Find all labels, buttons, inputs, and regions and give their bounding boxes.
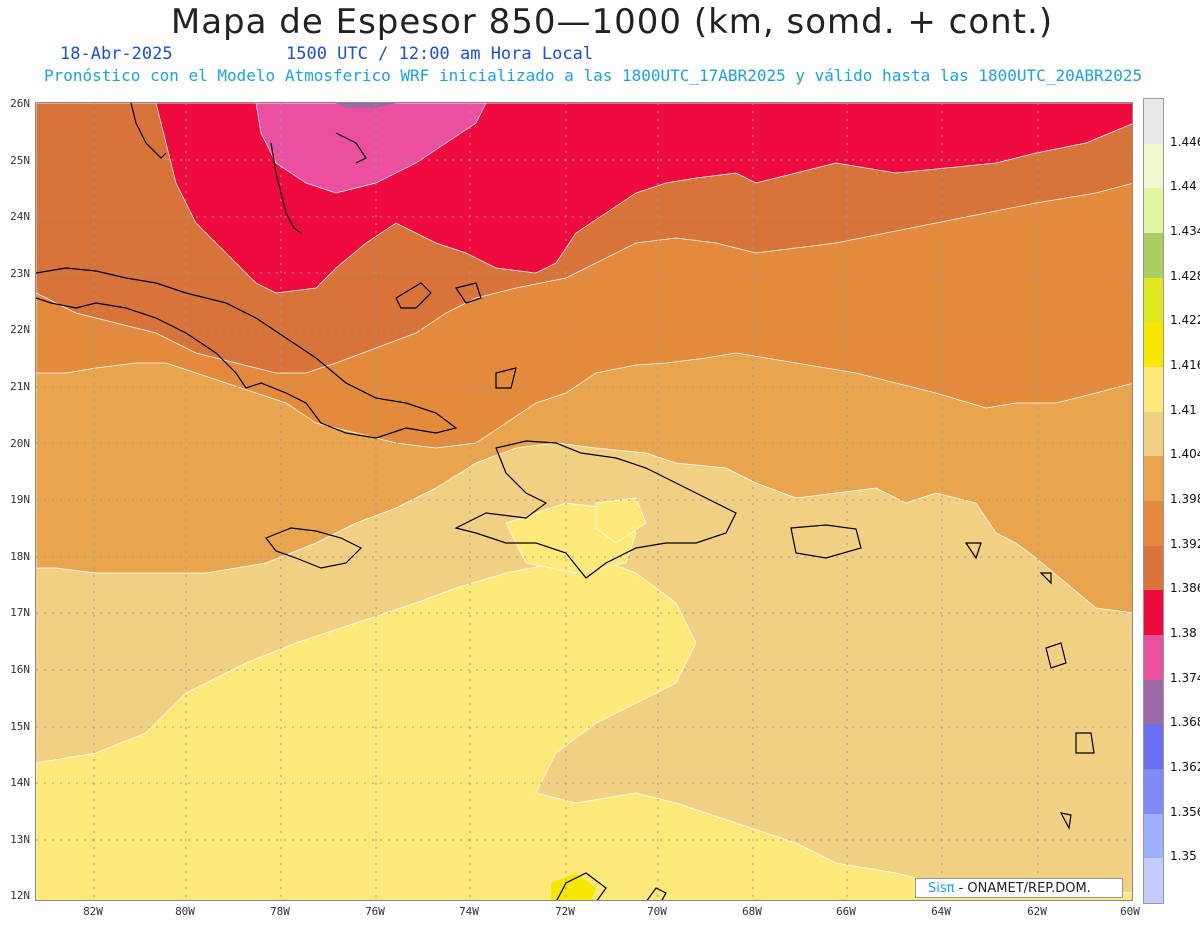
colorbar-segment <box>1144 277 1163 323</box>
forecast-date: 18-Abr-2025 <box>60 44 173 64</box>
lat-label-22n: 22N <box>10 323 30 336</box>
lon-label-80w: 80W <box>175 905 195 918</box>
lon-label-70w: 70W <box>647 905 667 918</box>
coastlines <box>36 103 1095 900</box>
colorbar-segment <box>1144 456 1163 502</box>
colorbar-label: 1.422 <box>1170 313 1200 328</box>
lat-label-18n: 18N <box>10 550 30 563</box>
map-svg <box>36 103 1132 900</box>
lat-label-24n: 24N <box>10 210 30 223</box>
band-1368 <box>336 103 396 108</box>
lat-label-21n: 21N <box>10 380 30 393</box>
colorbar-label: 1.41 <box>1170 402 1197 417</box>
lon-label-62w: 62W <box>1027 905 1047 918</box>
lon-label-60w: 60W <box>1120 905 1140 918</box>
colorbar-segment <box>1144 367 1163 413</box>
lon-label-72w: 72W <box>555 905 575 918</box>
colorbar-segment <box>1144 99 1163 145</box>
band-1416 <box>551 873 596 900</box>
lon-label-68w: 68W <box>742 905 762 918</box>
lon-label-78w: 78W <box>270 905 290 918</box>
colorbar-segment <box>1144 635 1163 681</box>
colorbar-segment <box>1144 724 1163 770</box>
colorbar-segment <box>1144 545 1163 591</box>
colorbar-label: 1.404 <box>1170 447 1200 462</box>
lon-label-66w: 66W <box>836 905 856 918</box>
colorbar-label: 1.374 <box>1170 670 1200 685</box>
lat-label-13n: 13N <box>10 833 30 846</box>
colorbar-segment <box>1144 233 1163 279</box>
colorbar-segment <box>1144 858 1163 904</box>
colorbar-segment <box>1144 679 1163 725</box>
colorbar-segment <box>1144 143 1163 189</box>
colorbar-segment <box>1144 813 1163 859</box>
colorbar-label: 1.398 <box>1170 492 1200 506</box>
colorbar-label: 1.368 <box>1170 715 1200 730</box>
lat-label-19n: 19N <box>10 493 30 506</box>
colorbar-label: 1.362 <box>1170 760 1200 774</box>
lat-label-26n: 26N <box>10 97 30 110</box>
thickness-map <box>35 102 1133 901</box>
colorbar-label: 1.392 <box>1170 536 1200 551</box>
band-1410 <box>36 557 1132 900</box>
colorbar-label: 1.356 <box>1170 804 1200 819</box>
lat-lon-grid <box>36 103 1132 900</box>
forecast-time: 1500 UTC / 12:00 am Hora Local <box>286 44 594 64</box>
colorbar-label: 1.416 <box>1170 358 1200 372</box>
lon-label-76w: 76W <box>365 905 385 918</box>
lat-label-25n: 25N <box>10 154 30 167</box>
credit-brand: Sisπ <box>928 881 955 896</box>
colorbar-label: 1.35 <box>1170 849 1197 864</box>
lon-label-64w: 64W <box>931 905 951 918</box>
colorbar-segment <box>1144 411 1163 457</box>
forecast-description: Pronóstico con el Modelo Atmosferico WRF… <box>44 66 1143 85</box>
lon-label-74w: 74W <box>459 905 479 918</box>
lat-label-20n: 20N <box>10 437 30 450</box>
lat-label-17n: 17N <box>10 606 30 619</box>
lon-label-82w: 82W <box>83 905 103 918</box>
colorbar-segment <box>1144 188 1163 234</box>
colorbar-label: 1.446 <box>1170 134 1200 149</box>
credit-text: - ONAMET/REP.DOM. <box>958 881 1091 896</box>
band-1410-hisp <box>595 497 647 544</box>
colorbar-segment <box>1144 769 1163 815</box>
colorbar-label: 1.386 <box>1170 581 1200 596</box>
colorbar-label: 1.434 <box>1170 224 1200 238</box>
colorbar-label: 1.38 <box>1170 626 1197 640</box>
colorbar <box>1143 98 1164 904</box>
lat-label-15n: 15N <box>10 720 30 733</box>
colorbar-label: 1.44 <box>1170 179 1197 194</box>
lat-label-12n: 12N <box>10 889 30 902</box>
colorbar-segment <box>1144 501 1163 547</box>
lat-label-23n: 23N <box>10 267 30 280</box>
colorbar-label: 1.428 <box>1170 268 1200 283</box>
lat-label-16n: 16N <box>10 663 30 676</box>
colorbar-segment <box>1144 322 1163 368</box>
lat-label-14n: 14N <box>10 776 30 789</box>
credit-box: Sisπ - ONAMET/REP.DOM. <box>915 878 1123 898</box>
map-title: Mapa de Espesor 850—1000 (km, somd. + co… <box>170 2 1054 42</box>
colorbar-segment <box>1144 590 1163 636</box>
